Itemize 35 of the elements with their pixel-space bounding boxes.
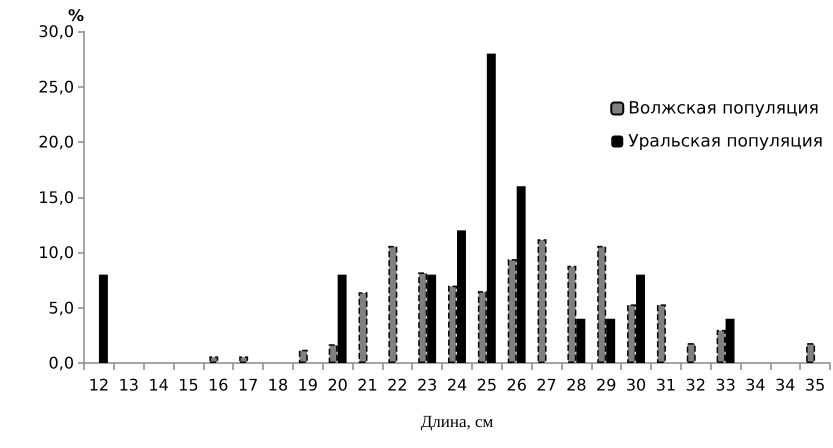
y-tick-label: 10,0 bbox=[38, 243, 74, 262]
x-tick-label: 13 bbox=[118, 376, 139, 394]
x-tick-label: 31 bbox=[656, 376, 676, 394]
x-tick-label: 27 bbox=[536, 376, 557, 394]
y-tick-label: 20,0 bbox=[38, 132, 74, 152]
x-tick-label: 15 bbox=[178, 376, 199, 394]
x-tick-label: 33 bbox=[715, 376, 736, 394]
legend-label: Уральская популяция bbox=[628, 132, 824, 152]
x-tick-label: 12 bbox=[88, 376, 110, 394]
y-tick-label: 15,0 bbox=[38, 188, 74, 207]
x-tick-label: 23 bbox=[416, 376, 438, 394]
x-tick-label: 25 bbox=[476, 376, 498, 394]
x-tick-label: 18 bbox=[268, 376, 288, 394]
x-tick-label: 16 bbox=[208, 376, 228, 394]
x-tick-label: 21 bbox=[357, 376, 378, 394]
x-tick-label: 29 bbox=[596, 376, 616, 394]
x-tick-label: 19 bbox=[298, 376, 318, 394]
x-tick-label: 24 bbox=[446, 376, 468, 394]
x-tick-label: 26 bbox=[506, 376, 527, 394]
y-tick-label: 0,0 bbox=[48, 354, 74, 372]
x-tick-label: 30 bbox=[626, 376, 646, 394]
x-tick-label: 14 bbox=[148, 376, 169, 394]
x-tick-label: 17 bbox=[238, 376, 258, 394]
x-tick-label: 20 bbox=[327, 376, 348, 394]
x-axis-title: Длина, см bbox=[420, 412, 494, 431]
y-tick-label: 5,0 bbox=[48, 298, 74, 318]
x-tick-label: 28 bbox=[566, 376, 587, 394]
bar bbox=[98, 274, 108, 363]
x-tick-label: 34 bbox=[775, 376, 796, 394]
x-tick-label: 32 bbox=[686, 376, 706, 394]
x-tick-label: 35 bbox=[804, 376, 826, 394]
x-tick-label: 34 bbox=[745, 376, 766, 394]
x-tick-label: 22 bbox=[387, 376, 408, 394]
legend-label: Волжская популяция bbox=[628, 98, 819, 118]
y-tick-label: 25,0 bbox=[38, 77, 74, 96]
